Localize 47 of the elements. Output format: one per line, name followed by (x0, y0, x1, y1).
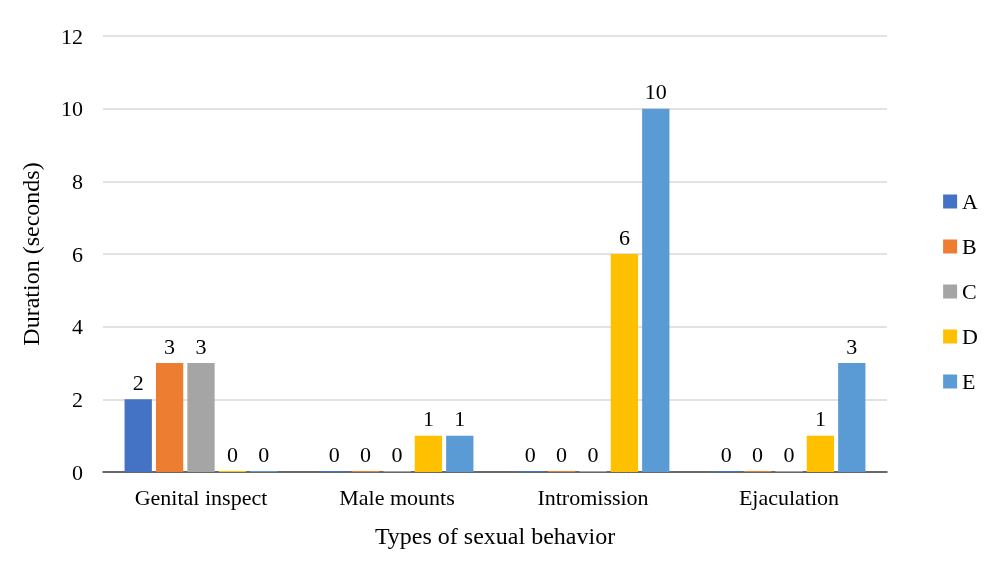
y-tick-label: 0 (72, 459, 83, 485)
legend-label: E (962, 369, 976, 394)
data-label: 0 (524, 441, 536, 467)
bar (187, 363, 215, 472)
data-label: 6 (618, 224, 630, 250)
y-tick-label: 4 (72, 314, 83, 340)
data-label: 0 (391, 441, 403, 467)
bar (642, 108, 670, 472)
y-tick-label: 10 (61, 96, 83, 122)
data-label: 3 (846, 333, 858, 359)
data-label: 0 (556, 441, 568, 467)
x-tick-label: Ejaculation (738, 484, 840, 510)
data-label: 1 (454, 406, 466, 432)
bar (838, 363, 866, 472)
y-axis-title: Duration (seconds) (18, 162, 44, 346)
data-label: 0 (328, 441, 340, 467)
data-label: 3 (195, 333, 207, 359)
data-label: 0 (360, 441, 372, 467)
bar (414, 435, 443, 472)
data-label: 1 (422, 406, 434, 432)
bar (155, 363, 184, 472)
data-label: 0 (587, 441, 599, 467)
data-label: 3 (164, 333, 176, 359)
y-tick-label: 2 (72, 386, 83, 412)
x-axis-title: Types of sexual behavior (374, 523, 616, 549)
y-tick-label: 12 (61, 23, 83, 49)
x-tick-label: Male mounts (339, 484, 455, 510)
data-label: 0 (752, 441, 764, 467)
data-label: 1 (814, 406, 826, 432)
y-tick-label: 8 (72, 168, 83, 194)
x-tick-label: Genital inspect (134, 484, 268, 510)
x-tick-label: Intromission (537, 484, 649, 510)
y-tick-label: 6 (72, 241, 83, 267)
bar (806, 435, 835, 472)
legend-label: D (962, 324, 978, 349)
bar (446, 435, 474, 472)
bar (610, 254, 639, 472)
data-label: 0 (258, 441, 270, 467)
data-label: 0 (720, 441, 732, 467)
data-label: 0 (226, 441, 238, 467)
data-label: 10 (644, 79, 667, 105)
legend-label: B (962, 234, 977, 259)
legend-label: C (962, 279, 977, 304)
data-label: 0 (783, 441, 795, 467)
bar (124, 399, 152, 472)
legend-label: A (962, 189, 979, 214)
data-label: 2 (132, 369, 144, 395)
